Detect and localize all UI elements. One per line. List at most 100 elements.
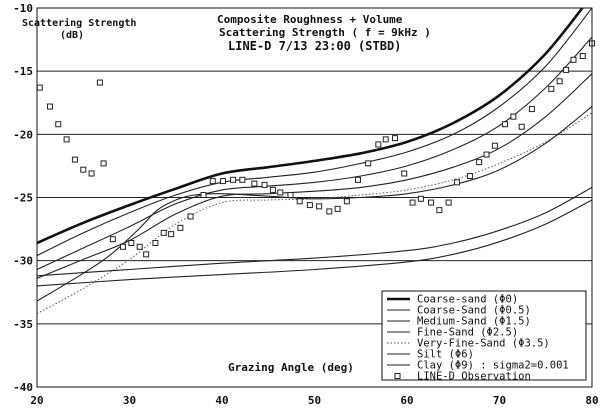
observation-point	[428, 199, 435, 206]
legend-label: Coarse-sand (Φ0)	[417, 294, 518, 306]
series-line-3	[37, 36, 592, 270]
observation-point	[417, 195, 424, 202]
observation-point	[269, 186, 276, 193]
observation-point	[100, 160, 107, 167]
observation-point	[365, 160, 372, 167]
observation-markers	[36, 40, 595, 258]
observation-point	[518, 123, 525, 130]
chart-title-line1: Composite Roughness + Volume	[217, 13, 403, 26]
legend-label: Silt (Φ6)	[417, 349, 474, 361]
legend-box	[381, 290, 587, 381]
plot-frame	[36, 7, 593, 388]
observation-point	[326, 208, 333, 215]
series-line-1	[37, 8, 584, 245]
y-axis-label-line2: (dB)	[60, 30, 84, 41]
y-tick-label: -20	[13, 128, 33, 141]
y-tick-label: -15	[13, 65, 33, 78]
observation-point	[63, 136, 70, 143]
observation-point	[476, 159, 483, 166]
legend-marker	[394, 373, 401, 379]
observation-point	[128, 239, 135, 246]
observation-point	[177, 224, 184, 231]
y-tick-label: -10	[13, 2, 33, 15]
observation-point	[491, 142, 498, 149]
observation-point	[160, 229, 167, 236]
observation-point	[287, 191, 294, 198]
legend-label: Clay (Φ9) : sigma2=0.001	[417, 360, 569, 372]
observation-point	[168, 231, 175, 238]
observation-point	[382, 136, 389, 143]
legend-label: Coarse-Sand (Φ0.5)	[417, 305, 531, 317]
series-line-7	[37, 186, 592, 277]
series-line-6	[37, 106, 592, 302]
observation-point	[239, 176, 246, 183]
observation-point	[219, 178, 226, 185]
chart-title-line2: Scattering Strength ( f = 9kHz )	[219, 26, 431, 39]
x-tick-label: 70	[493, 394, 506, 407]
observation-point	[88, 170, 95, 177]
y-tick-label: -40	[13, 381, 33, 394]
legend-label: Fine-Sand (Φ2.5)	[417, 327, 518, 339]
observation-point	[453, 179, 460, 186]
observation-point	[306, 202, 313, 209]
x-tick-label: 50	[308, 394, 321, 407]
legend-label: Very-Fine-Sand (Φ3.5)	[417, 338, 550, 350]
legend: Coarse-sand (Φ0)Coarse-Sand (Φ0.5)Medium…	[381, 290, 587, 383]
observation-point	[563, 66, 570, 73]
observation-point	[230, 176, 237, 183]
observation-point	[316, 203, 323, 210]
observation-point	[251, 180, 258, 187]
observation-point	[483, 151, 490, 158]
observation-point	[296, 198, 303, 205]
x-tick-label: 20	[30, 394, 43, 407]
observation-point	[343, 198, 350, 205]
y-tick-label: -25	[13, 192, 33, 205]
observation-point	[46, 103, 53, 110]
x-tick-label: 60	[400, 394, 413, 407]
observation-point	[466, 173, 473, 180]
legend-label: Medium-Sand (Φ1.5)	[417, 316, 531, 328]
observation-point	[136, 243, 143, 250]
x-tick-label: 30	[123, 394, 136, 407]
observation-point	[334, 205, 341, 212]
observation-point	[55, 121, 62, 128]
observation-point	[354, 176, 361, 183]
observation-point	[209, 178, 216, 185]
observation-point	[36, 84, 43, 91]
observation-point	[152, 239, 159, 246]
y-tick-labels: -10 -15 -20 -25 -30 -35 -40	[13, 2, 33, 394]
observation-point	[187, 213, 194, 220]
legend-label: LINE-D Observation	[417, 371, 531, 383]
chart-title-line3: LINE-D 7/13 23:00 (STBD)	[228, 39, 401, 53]
observation-point	[71, 156, 78, 163]
observation-point	[391, 135, 398, 142]
observation-point	[445, 199, 452, 206]
observation-point	[409, 199, 416, 206]
observation-point	[579, 53, 586, 60]
x-tick-label: 80	[585, 394, 598, 407]
series-line-2	[37, 8, 592, 257]
x-tick-label: 40	[215, 394, 228, 407]
observation-point	[80, 166, 87, 173]
observation-point	[120, 243, 127, 250]
observation-point	[96, 79, 103, 86]
observation-point	[570, 56, 577, 63]
observation-point	[556, 78, 563, 85]
observation-point	[436, 207, 443, 214]
observation-point	[548, 85, 555, 92]
observation-point	[200, 191, 207, 198]
y-tick-label: -35	[13, 318, 33, 331]
y-axis-label-line1: Scattering Strength	[22, 17, 136, 29]
x-tick-labels: 20 30 40 50 60 70 80	[30, 394, 598, 407]
observation-point	[528, 106, 535, 113]
observation-point	[401, 170, 408, 177]
observation-point	[109, 236, 116, 243]
observation-point	[277, 189, 284, 196]
observation-point	[375, 141, 382, 148]
observation-point	[510, 113, 517, 120]
x-axis-label: Grazing Angle (deg)	[228, 361, 354, 374]
observation-point	[502, 121, 509, 128]
series-line-8	[37, 199, 592, 287]
